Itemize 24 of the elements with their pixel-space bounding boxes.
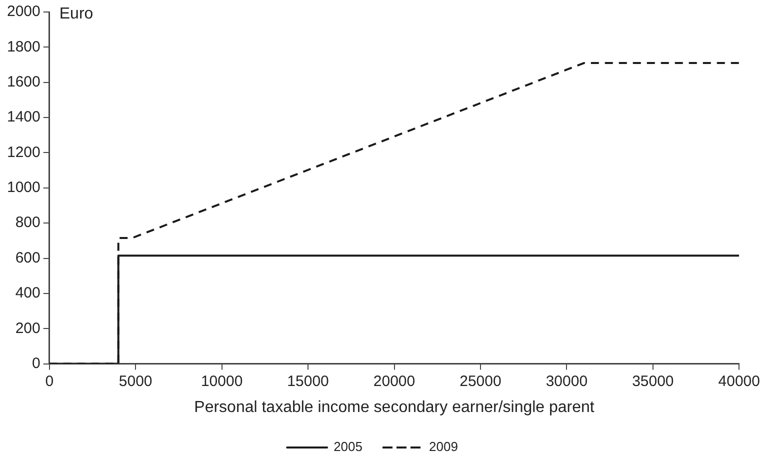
x-tick-label: 25000 (460, 372, 502, 390)
y-tick-label: 1200 (6, 144, 40, 161)
y-tick-label: 600 (15, 249, 40, 266)
y-tick-label: 2000 (6, 3, 40, 20)
y-tick-label: 0 (32, 354, 40, 372)
y-tick-label: 400 (15, 284, 40, 302)
y-tick-label: 1000 (6, 179, 40, 196)
legend-label: 2009 (429, 439, 458, 454)
x-tick-label: 0 (45, 372, 54, 390)
x-tick-label: 15000 (287, 372, 329, 390)
x-tick-label: 30000 (546, 372, 588, 390)
y-axis-title: Euro (59, 5, 94, 22)
x-tick-label: 20000 (373, 372, 416, 390)
y-tick-label: 1600 (6, 74, 40, 90)
x-tick-label: 40000 (718, 372, 760, 390)
x-tick-label: 10000 (200, 372, 243, 390)
y-tick-label: 800 (15, 214, 40, 232)
x-tick-label: 35000 (632, 372, 674, 390)
x-axis-title: Personal taxable income secondary earner/single parent (194, 398, 595, 416)
y-tick-label: 1800 (6, 38, 40, 56)
y-tick-label: 1400 (6, 108, 40, 126)
legend-label: 2005 (334, 439, 362, 454)
x-tick-label: 5000 (118, 372, 152, 390)
y-tick-label: 200 (15, 320, 40, 337)
